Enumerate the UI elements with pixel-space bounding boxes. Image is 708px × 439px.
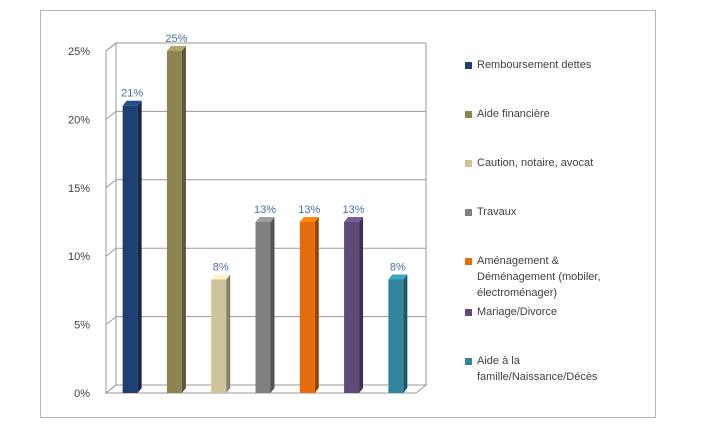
bar-top — [122, 100, 142, 106]
data-label: 13% — [298, 204, 320, 216]
bar-side — [314, 217, 319, 393]
data-label: 13% — [343, 204, 365, 216]
bar-top — [166, 46, 186, 51]
legend-label: Aide financière — [477, 108, 550, 120]
y-tick-label: 20% — [68, 114, 90, 126]
bar — [255, 222, 271, 393]
data-label: 25% — [165, 33, 187, 45]
bar-side — [137, 100, 142, 393]
gridline-side — [105, 384, 117, 394]
legend-label: Caution, notaire, avocat — [477, 157, 594, 169]
bar-top — [344, 217, 364, 222]
bar-top — [255, 217, 275, 222]
bar-side — [181, 46, 186, 393]
legend-label: Travaux — [477, 206, 517, 218]
y-tick-label: 25% — [68, 46, 90, 58]
gridline-side — [105, 179, 117, 189]
bar-top — [299, 217, 319, 222]
y-tick-label: 15% — [68, 183, 90, 195]
y-tick-label: 5% — [74, 320, 90, 332]
bar — [299, 222, 315, 393]
y-tick-label: 0% — [74, 388, 90, 400]
legend-label: Aménagement & Déménagement (mobiler, éle… — [477, 255, 601, 299]
bar-top — [388, 274, 408, 280]
y-tick-label: 10% — [68, 251, 90, 263]
gridline-side — [105, 316, 117, 325]
bar-side — [270, 217, 275, 393]
bar — [166, 51, 182, 393]
legend-swatch — [465, 258, 472, 265]
bar-side — [226, 274, 231, 393]
side-wall — [105, 41, 117, 395]
legend-label: Remboursement dettes — [477, 59, 592, 71]
data-label: 8% — [390, 261, 406, 273]
legend-swatch — [465, 309, 472, 316]
bar-side — [359, 217, 364, 393]
legend-swatch — [465, 358, 472, 365]
legend-item: Mariage/Divorce — [465, 304, 625, 320]
legend-item: Aide financière — [465, 106, 625, 122]
legend-label: Aide à la famille/Naissance/Décès — [477, 355, 598, 383]
legend-swatch — [465, 209, 472, 216]
legend-item: Remboursement dettes — [465, 57, 625, 73]
bar-side — [403, 274, 408, 393]
gridline-side — [105, 111, 117, 120]
legend-label: Mariage/Divorce — [477, 306, 558, 318]
legend-item: Aide à la famille/Naissance/Décès — [465, 353, 625, 385]
legend: Remboursement dettes Aide financière Cauti… — [465, 0, 665, 439]
data-label: 21% — [121, 88, 143, 100]
data-label: 13% — [254, 204, 276, 216]
legend-swatch — [465, 111, 472, 118]
data-label: 8% — [213, 261, 229, 273]
legend-item: Aménagement & Déménagement (mobiler, éle… — [465, 253, 625, 301]
bar — [122, 105, 138, 393]
bar — [211, 279, 227, 393]
legend-swatch — [465, 62, 472, 69]
bar — [388, 279, 404, 393]
gridline-side — [105, 247, 117, 257]
legend-swatch — [465, 160, 472, 167]
bar-top — [211, 274, 231, 280]
legend-item: Caution, notaire, avocat — [465, 155, 625, 171]
bar — [344, 222, 360, 393]
gridline-side — [105, 42, 117, 52]
legend-item: Travaux — [465, 204, 625, 220]
